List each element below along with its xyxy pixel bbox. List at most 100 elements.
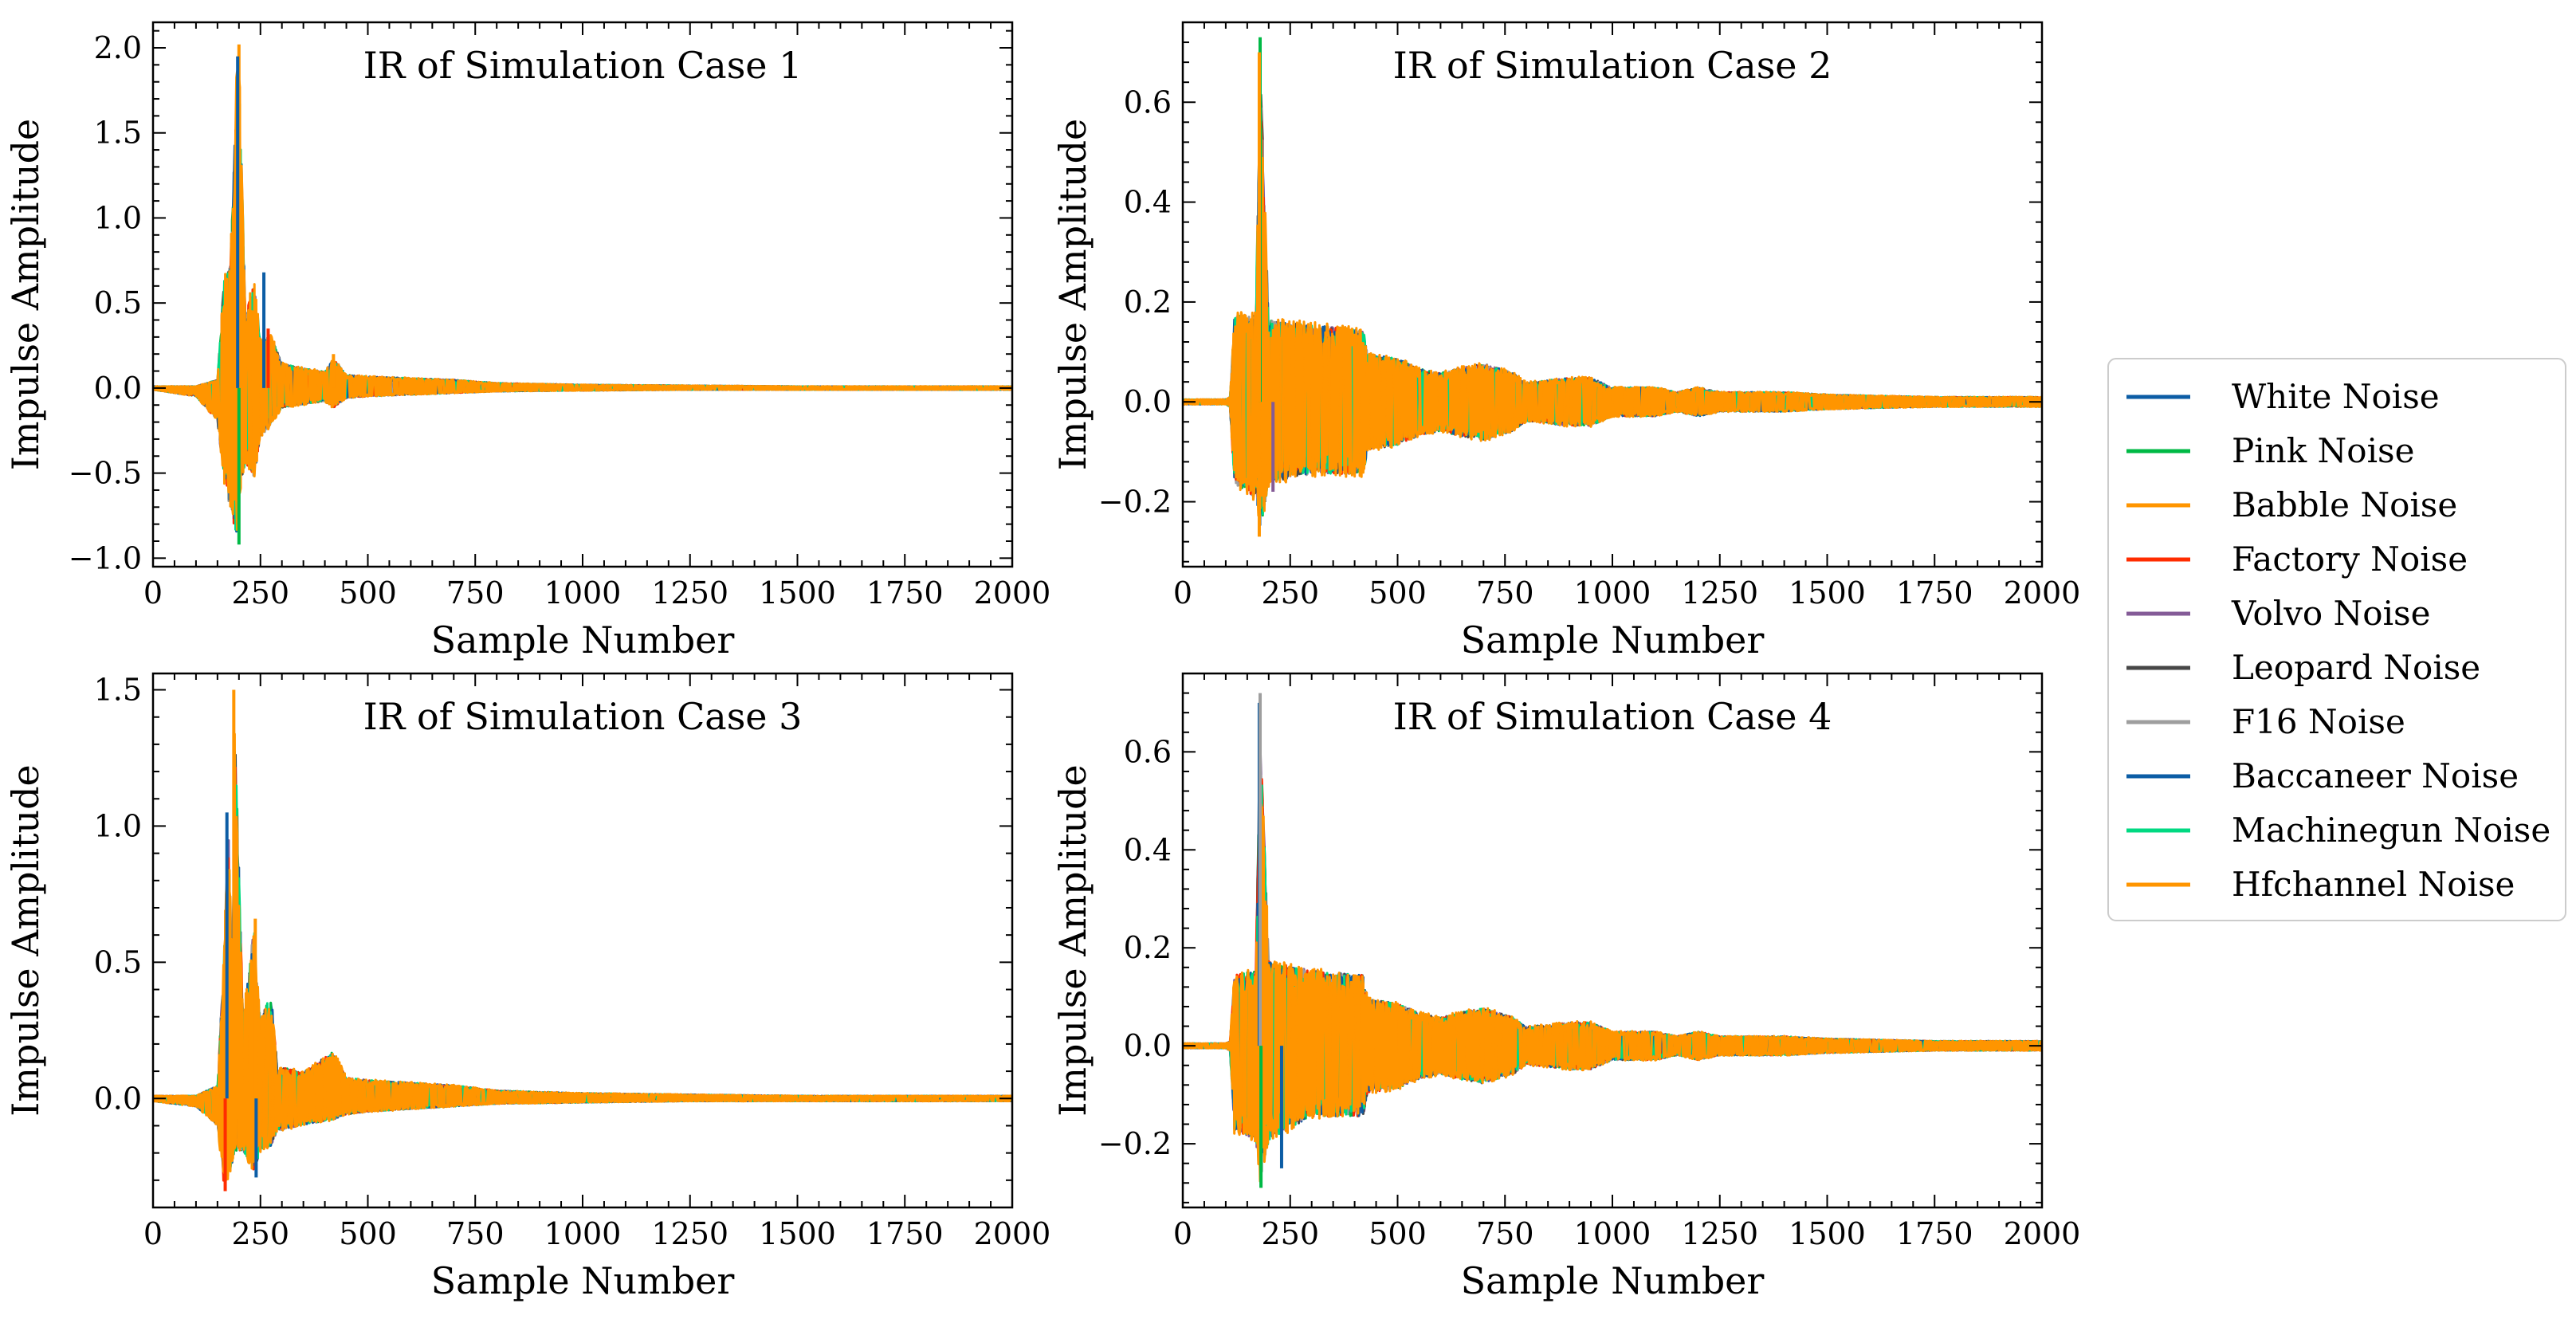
y-tick-label: −0.5 [69, 456, 142, 491]
x-tick-label: 1750 [1896, 575, 1973, 611]
series-trace-babble-noise [153, 69, 1012, 516]
chart-title: IR of Simulation Case 1 [363, 44, 803, 87]
series-trace-hfchannel-noise [153, 815, 1012, 1181]
legend-entry: Machinegun Noise [2126, 811, 2550, 850]
plot-area [153, 689, 1012, 1192]
x-tick-label: 500 [1368, 575, 1427, 611]
legend-entry: F16 Noise [2126, 702, 2405, 741]
subplot-grid: 0 250 500 750 1000 1250 1500 1750 2000 −1.0 −0.5 0.… [4, 21, 2081, 1302]
series-trace-leopard-noise [153, 151, 1012, 524]
legend-entry: Pink Noise [2126, 431, 2414, 470]
x-tick-label: 2000 [974, 575, 1051, 611]
x-tick-label: 250 [1261, 575, 1319, 611]
x-tick-label: 1250 [1681, 1216, 1758, 1251]
x-tick-label: 0 [143, 575, 163, 611]
legend-label: F16 Noise [2232, 702, 2405, 741]
legend-label: Factory Noise [2232, 540, 2468, 579]
plot-area [1183, 693, 2042, 1188]
y-tick-label: −1.0 [69, 540, 142, 575]
chart-title: IR of Simulation Case 4 [1393, 695, 1832, 738]
legend: White Noise Pink Noise Babble Noise Factory… [2107, 358, 2566, 921]
y-tick-label: 1.0 [94, 808, 142, 843]
y-tick-label: 0.0 [1124, 384, 1172, 419]
y-axis-label: Impulse Amplitude [4, 764, 47, 1117]
x-tick-label: 750 [446, 1216, 505, 1251]
series-trace-hfchannel-noise [153, 173, 1012, 532]
y-tick-label: 0.4 [1124, 185, 1172, 220]
x-tick-label: 1500 [1789, 1216, 1866, 1251]
y-tick-label: −0.2 [1098, 485, 1172, 520]
legend-frame [2107, 358, 2566, 921]
legend-entry: Volvo Noise [2126, 594, 2430, 633]
subplot-3: 0 250 500 750 1000 1250 1500 1750 2000 0.0 0.5 1.0 1… [4, 673, 1050, 1302]
series-trace-f16-noise [153, 76, 1012, 508]
x-axis-label: Sample Number [1461, 618, 1765, 662]
series-trace-machinegun-noise [153, 148, 1012, 531]
axes-frame [1181, 672, 2044, 1209]
y-tick-label: 0.0 [94, 1081, 142, 1116]
legend-entry: Leopard Noise [2126, 648, 2480, 687]
x-tick-label: 1500 [1789, 575, 1866, 611]
y-tick-label: 0.2 [1124, 285, 1172, 320]
x-tick-label: 1500 [759, 1216, 836, 1251]
x-tick-label: 1000 [544, 575, 622, 611]
y-tick-label: 0.5 [94, 944, 142, 980]
x-tick-label: 1500 [759, 575, 836, 611]
x-tick-label: 0 [143, 1216, 163, 1251]
x-tick-label: 500 [339, 575, 397, 611]
x-tick-label: 500 [1368, 1216, 1427, 1251]
y-tick-label: 0.0 [94, 371, 142, 406]
y-tick-label: 0.6 [1124, 734, 1172, 769]
y-axis-label: Impulse Amplitude [1051, 119, 1094, 471]
x-tick-label: 1250 [1681, 575, 1758, 611]
legend-entries: White Noise Pink Noise Babble Noise Factory… [2126, 377, 2550, 904]
y-tick-label: 0.2 [1124, 930, 1172, 965]
x-tick-label: 2000 [974, 1216, 1051, 1251]
x-tick-label: 1000 [1574, 575, 1651, 611]
x-tick-label: 750 [1476, 1216, 1534, 1251]
legend-label: Baccaneer Noise [2232, 756, 2519, 795]
x-axis-label: Sample Number [431, 618, 735, 662]
x-tick-label: 1750 [866, 575, 944, 611]
series-trace-factory-noise [153, 68, 1012, 524]
legend-label: Babble Noise [2232, 485, 2457, 524]
subplot-4: 0 250 500 750 1000 1250 1500 1750 2000 −0.2 0.0 0.2… [1051, 672, 2081, 1302]
legend-label: Machinegun Noise [2232, 811, 2550, 850]
series-trace-white-noise [153, 128, 1012, 504]
series-trace-volvo-noise [153, 72, 1012, 505]
x-tick-label: 1000 [1574, 1216, 1651, 1251]
legend-label: Pink Noise [2232, 431, 2414, 470]
x-tick-label: 500 [339, 1216, 397, 1251]
y-tick-label: 0.0 [1124, 1028, 1172, 1063]
y-tick-label: 0.5 [94, 285, 142, 320]
series-trace-baccaneer-noise [153, 143, 1012, 533]
x-tick-label: 2000 [2004, 1216, 2081, 1251]
legend-entry: Hfchannel Noise [2126, 865, 2515, 904]
legend-entry: Baccaneer Noise [2126, 756, 2519, 795]
chart-title: IR of Simulation Case 3 [363, 695, 803, 738]
y-tick-label: 1.5 [94, 116, 142, 151]
legend-label: Leopard Noise [2232, 648, 2480, 687]
plot-area [1183, 37, 2042, 537]
x-tick-label: 750 [446, 575, 505, 611]
y-axis-label: Impulse Amplitude [1051, 764, 1094, 1117]
legend-label: White Noise [2232, 377, 2440, 416]
series-trace-pink-noise [153, 78, 1012, 501]
subplot-1: 0 250 500 750 1000 1250 1500 1750 2000 −1.0 −0.5 0.… [4, 21, 1051, 662]
axes-frame [1181, 21, 2044, 568]
legend-label: Volvo Noise [2231, 594, 2430, 633]
subplot-2: 0 250 500 750 1000 1250 1500 1750 2000 −0.2 0.0 0.2… [1051, 21, 2080, 662]
y-tick-label: 0.6 [1124, 84, 1172, 120]
x-tick-label: 250 [1261, 1216, 1319, 1251]
y-tick-label: 2.0 [94, 30, 142, 65]
x-axis-label: Sample Number [431, 1259, 735, 1302]
y-tick-label: 1.5 [94, 673, 142, 708]
x-tick-label: 250 [231, 575, 289, 611]
legend-label: Hfchannel Noise [2232, 865, 2515, 904]
x-tick-label: 1000 [544, 1216, 622, 1251]
series-trace-hfchannel-noise [1183, 803, 2042, 1183]
y-tick-label: 1.0 [94, 200, 142, 235]
x-tick-label: 1750 [866, 1216, 944, 1251]
legend-entry: White Noise [2126, 377, 2440, 416]
